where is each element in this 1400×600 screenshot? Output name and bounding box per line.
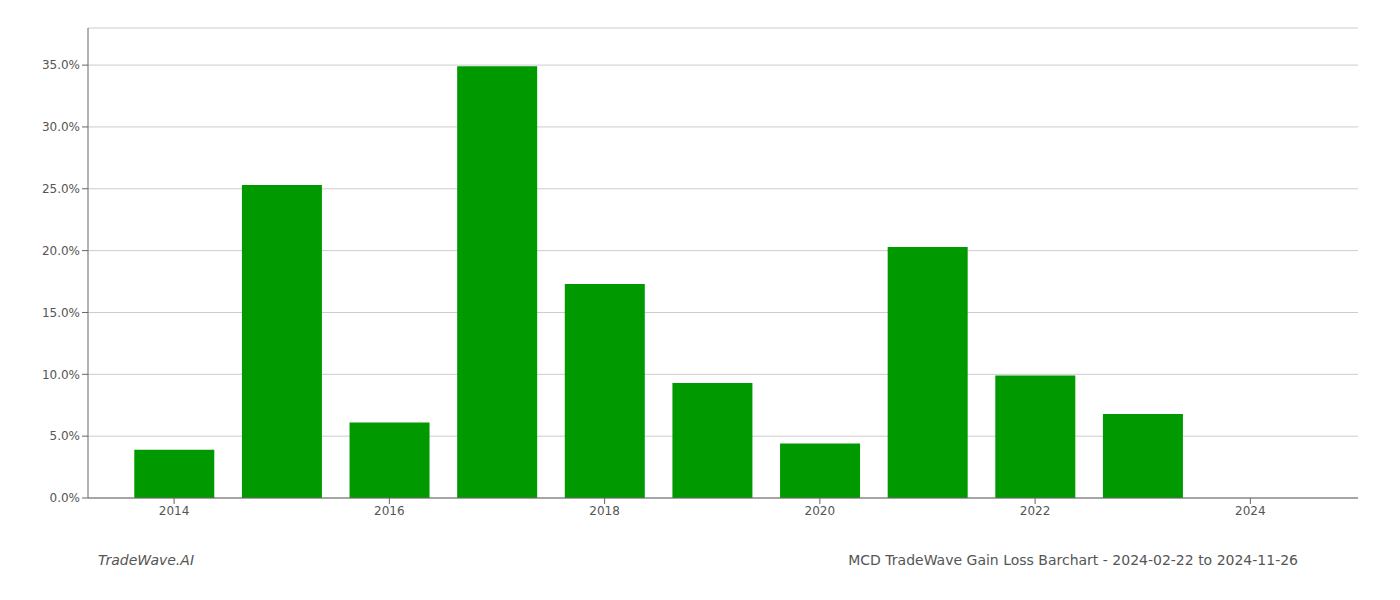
svg-text:35.0%: 35.0% <box>42 58 80 72</box>
svg-text:2024: 2024 <box>1235 504 1266 518</box>
svg-text:30.0%: 30.0% <box>42 120 80 134</box>
svg-text:2014: 2014 <box>159 504 190 518</box>
html-text:MCD TradeWave Gain Loss Barcha: MCD TradeWave Gain Loss Barchart - 2024-… <box>848 552 1298 568</box>
svg-text:2020: 2020 <box>805 504 836 518</box>
svg-text:2018: 2018 <box>589 504 620 518</box>
svg-text:2022: 2022 <box>1020 504 1051 518</box>
svg-text:0.0%: 0.0% <box>50 491 81 505</box>
html-text:TradeWave.AI: TradeWave.AI <box>98 552 194 568</box>
svg-text:25.0%: 25.0% <box>42 182 80 196</box>
svg-text:15.0%: 15.0% <box>42 306 80 320</box>
svg-text:10.0%: 10.0% <box>42 368 80 382</box>
svg-text:5.0%: 5.0% <box>50 429 81 443</box>
svg-text:20.0%: 20.0% <box>42 244 80 258</box>
svg-text:2016: 2016 <box>374 504 405 518</box>
